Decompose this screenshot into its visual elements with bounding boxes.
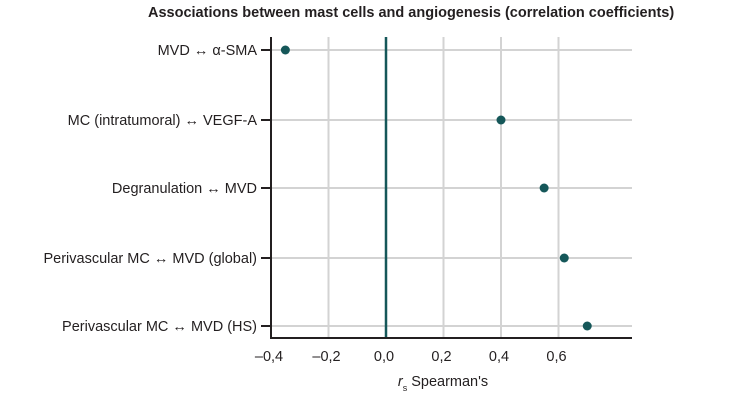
x-tick-label: 0,6 <box>546 349 566 365</box>
x-tick-label: –0,2 <box>312 349 340 365</box>
y-tick-label: Perivascular MC ↔ MVD (global) <box>43 251 257 267</box>
x-tick-label: 0,4 <box>489 349 509 365</box>
x-tick-label: 0,2 <box>431 349 451 365</box>
x-axis-label-r: r <box>398 374 404 390</box>
label-layer: MVD ↔ α-SMA MC (intratumoral) ↔ VEGF-A Deg… <box>43 43 566 365</box>
y-tick-label: Degranulation ↔ MVD <box>112 181 257 197</box>
chart-title: Associations between mast cells and angi… <box>148 5 675 21</box>
x-tick-label: –0,4 <box>255 349 283 365</box>
y-tick-label: MC (intratumoral) ↔ VEGF-A <box>68 113 258 129</box>
x-axis-label-text: Spearman's <box>411 374 488 390</box>
x-axis-label: rs Spearman's <box>398 374 488 393</box>
y-tick-label: Perivascular MC ↔ MVD (HS) <box>62 319 257 335</box>
axis-layer <box>261 37 632 339</box>
grid-layer <box>271 37 632 338</box>
x-axis-label-subscript: s <box>403 383 408 393</box>
data-point <box>582 321 592 331</box>
data-point <box>280 45 290 55</box>
point-layer <box>280 45 592 331</box>
data-point <box>539 183 549 193</box>
data-point <box>496 115 506 125</box>
data-point <box>559 253 569 263</box>
y-tick-label: MVD ↔ α-SMA <box>158 43 258 59</box>
x-tick-label: 0,0 <box>374 349 394 365</box>
